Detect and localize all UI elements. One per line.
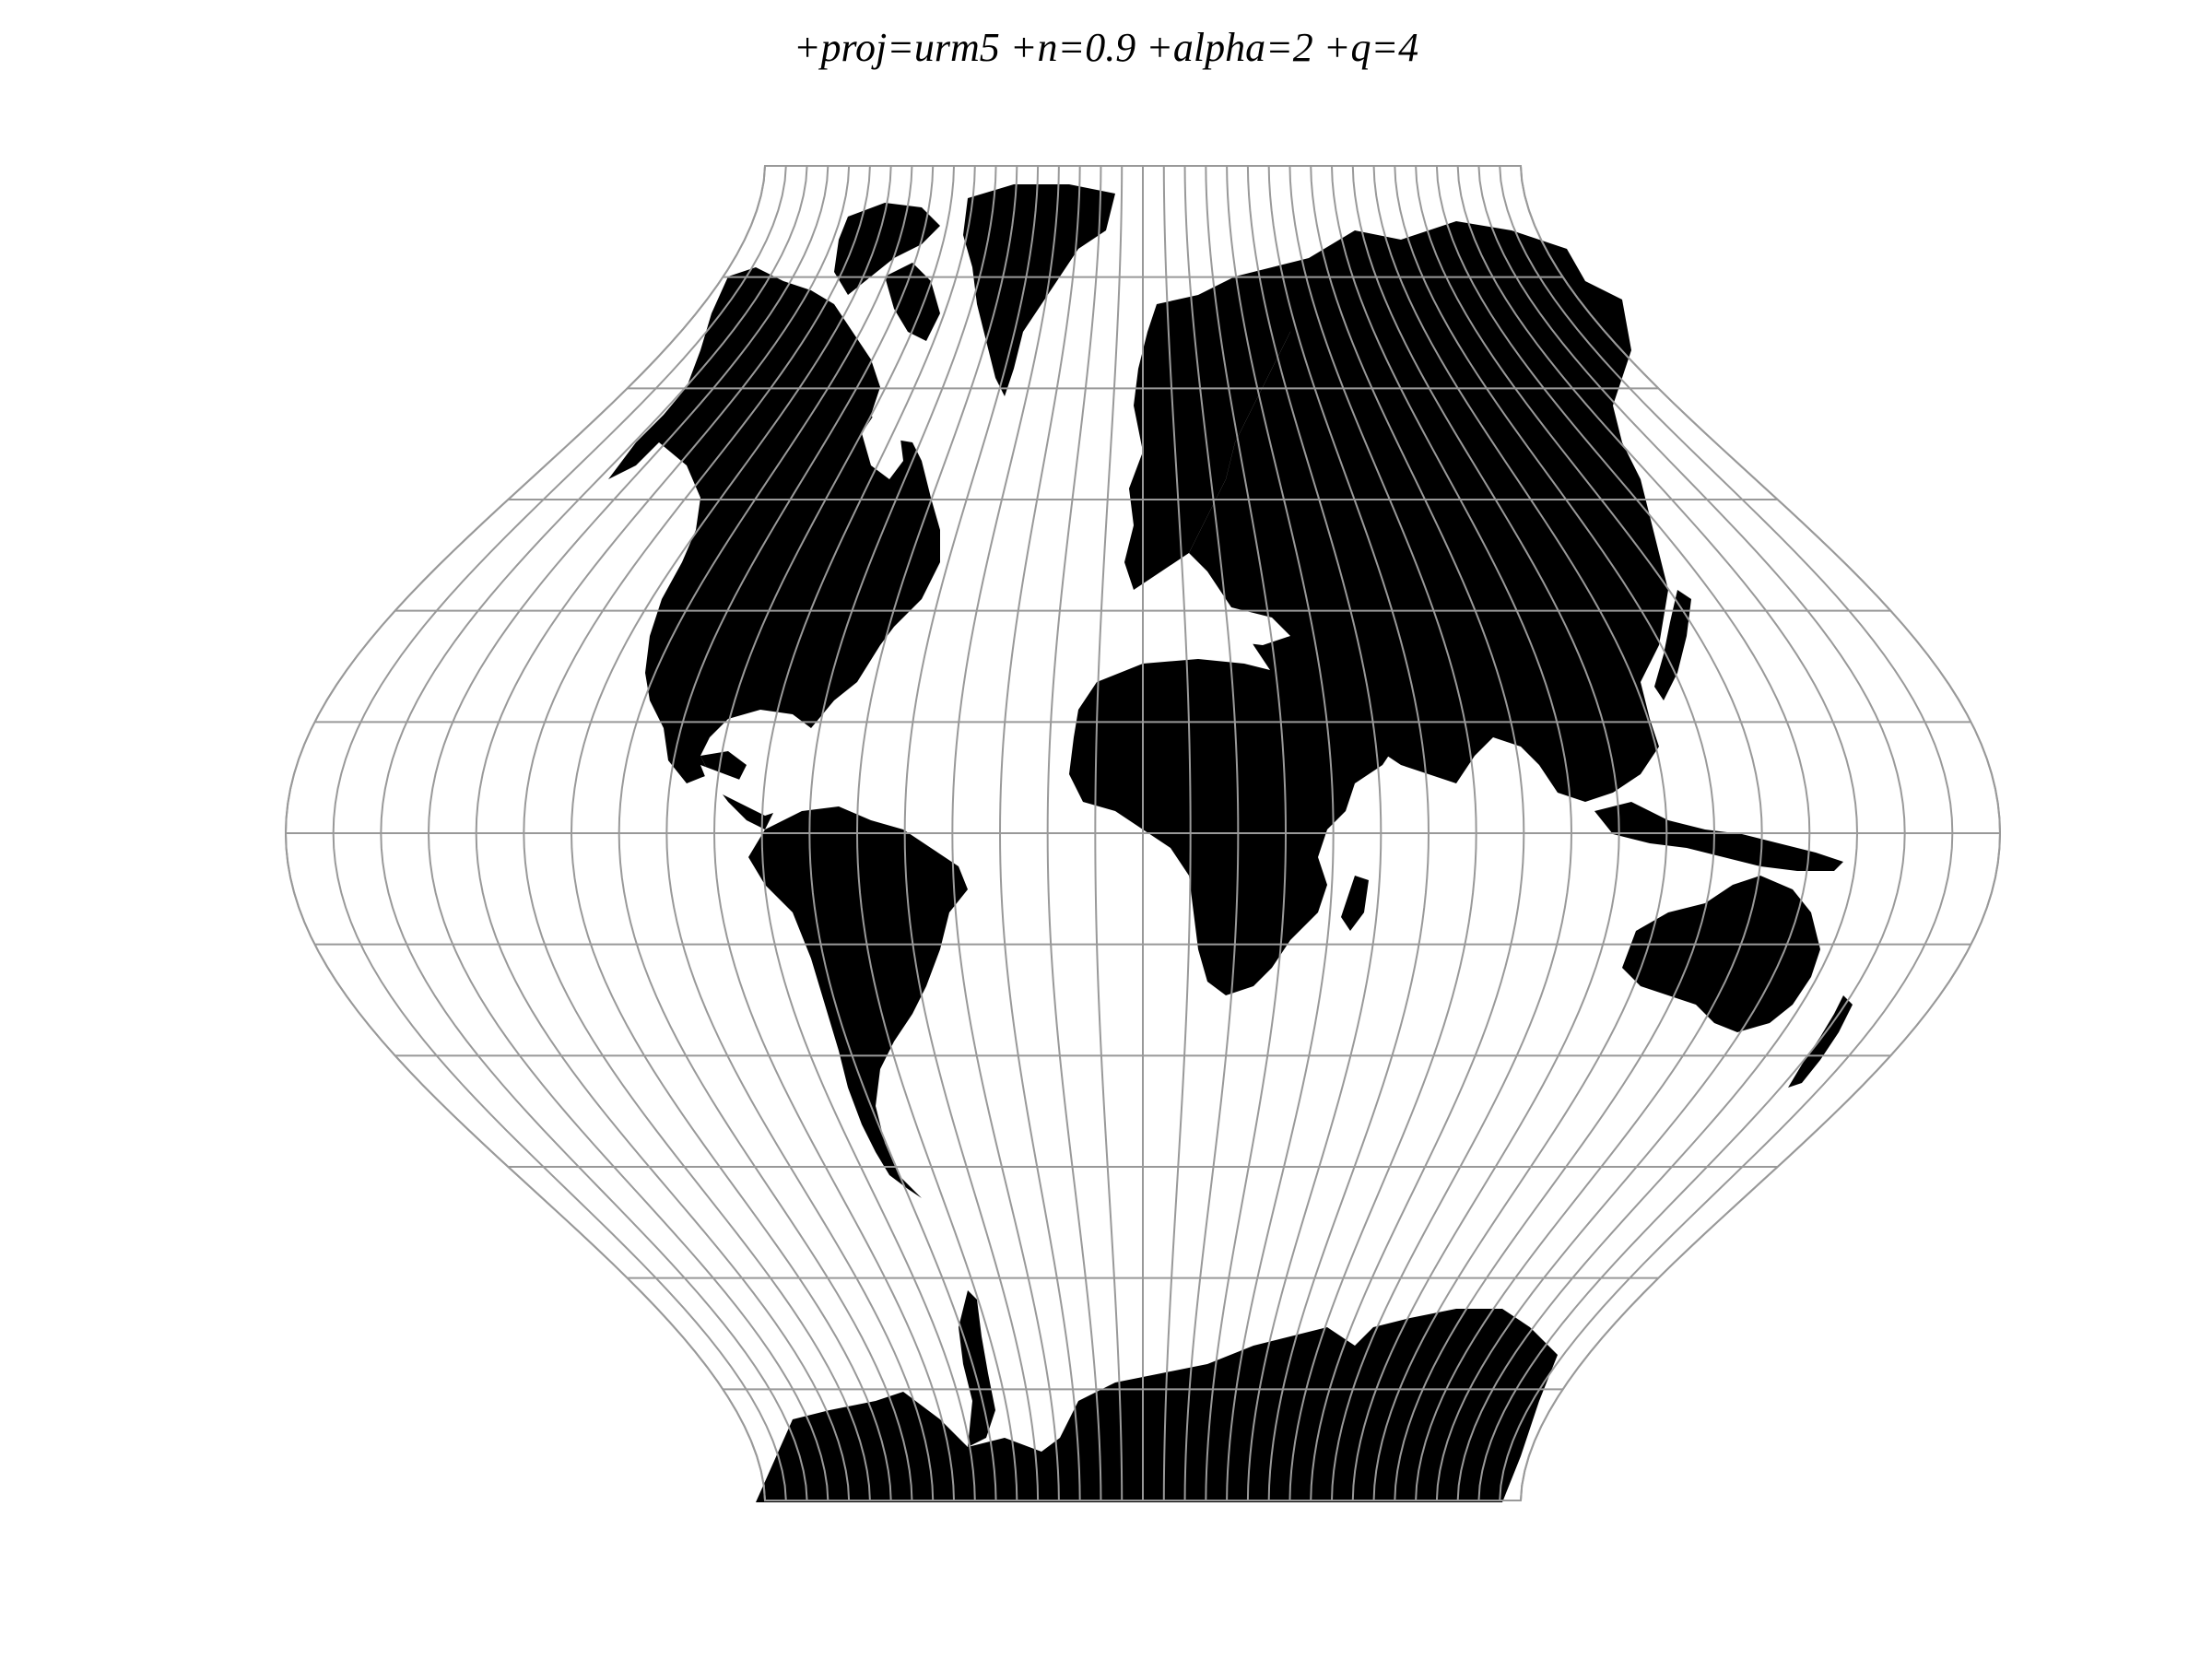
eurasia bbox=[1189, 221, 1668, 802]
madagascar bbox=[1341, 876, 1369, 931]
antarctic-peninsula bbox=[959, 1290, 995, 1447]
map-outline bbox=[284, 165, 2002, 1501]
caribbean-water bbox=[700, 765, 793, 816]
australia bbox=[1622, 876, 1820, 1032]
europe bbox=[1124, 258, 1327, 590]
hudson-bay-water bbox=[862, 406, 903, 479]
south-america bbox=[748, 806, 968, 1198]
graticule bbox=[284, 165, 2002, 1501]
greenland bbox=[963, 184, 1115, 396]
japan bbox=[1654, 590, 1691, 700]
antarctica bbox=[756, 1309, 1558, 1502]
map-title: +proj=urm5 +n=0.9 +alpha=2 +q=4 bbox=[793, 25, 1419, 70]
mediterranean-water bbox=[1124, 594, 1290, 645]
southeast-asia-islands bbox=[1594, 802, 1843, 871]
baffin-island bbox=[885, 263, 940, 341]
